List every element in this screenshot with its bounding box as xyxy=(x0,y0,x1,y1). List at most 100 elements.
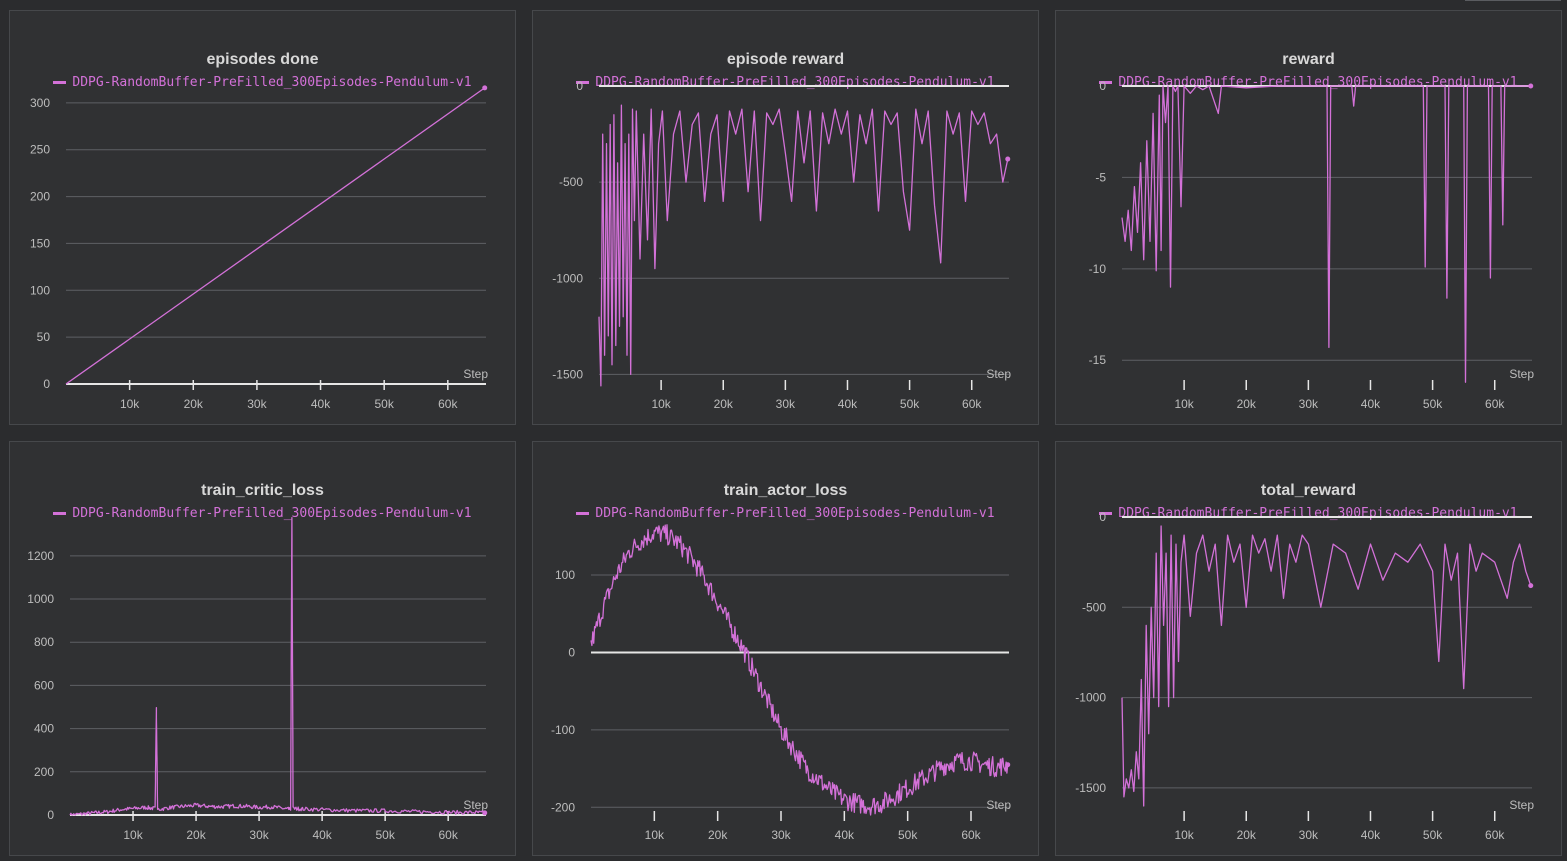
chart-plot[interactable]: 0 -500 -1000 -1500 10k 20k 30k 40k 50k 60k Step xyxy=(1056,442,1563,857)
x-axis-label: Step xyxy=(463,367,488,381)
series-endpoint xyxy=(1005,762,1011,768)
y-tick-label: -1500 xyxy=(552,367,583,381)
x-tick-label: 20k xyxy=(708,828,728,842)
y-tick-label: -100 xyxy=(551,723,575,737)
legend-label: DDPG-RandomBuffer-PreFilled_300Episodes-… xyxy=(72,75,472,90)
x-axis-label: Step xyxy=(986,367,1011,381)
x-tick-label: 60k xyxy=(962,397,982,411)
y-tick-label: 600 xyxy=(34,678,54,692)
legend-label: DDPG-RandomBuffer-PreFilled_300Episodes-… xyxy=(72,506,472,521)
chart-panel-total-reward: total_reward DDPG-RandomBuffer-PreFilled… xyxy=(1055,441,1562,856)
series-endpoint xyxy=(482,810,488,816)
x-tick-label: 30k xyxy=(247,397,267,411)
y-tick-label: 1200 xyxy=(27,549,54,563)
y-tick-label: -500 xyxy=(559,175,583,189)
x-axis-label: Step xyxy=(986,798,1011,812)
y-tick-label: 100 xyxy=(30,283,50,297)
y-tick-label: 200 xyxy=(34,765,54,779)
x-tick-label: 10k xyxy=(651,397,671,411)
x-tick-label: 20k xyxy=(714,397,734,411)
y-tick-label: 400 xyxy=(34,722,54,736)
y-tick-label: 150 xyxy=(30,236,50,250)
series-line xyxy=(590,524,1009,816)
y-tick-label: 800 xyxy=(34,635,54,649)
chart-title: train_actor_loss xyxy=(723,482,848,499)
chart-title: train_critic_loss xyxy=(201,482,324,499)
x-tick-label: 60k xyxy=(1485,397,1505,411)
y-tick-label: 250 xyxy=(30,143,50,157)
x-axis-label: Step xyxy=(1509,367,1534,381)
chart-title: total_reward xyxy=(1260,482,1357,499)
y-tick-label: -10 xyxy=(1089,262,1107,276)
chart-plot[interactable]: 0 200 400 600 800 1000 1200 10k 20k 30k 40k 50k 60k S… xyxy=(10,442,517,857)
chart-panel-episodes-done: episodes done DDPG-RandomBuffer-PreFille… xyxy=(9,10,516,425)
x-tick-label: 20k xyxy=(1237,397,1257,411)
x-tick-label: 20k xyxy=(184,397,204,411)
x-tick-label: 20k xyxy=(1237,828,1257,842)
chart-title: episode reward xyxy=(726,51,845,68)
x-tick-label: 60k xyxy=(961,828,981,842)
y-tick-label: 0 xyxy=(47,808,54,822)
chart-plot[interactable]: 0 -500 -1000 -1500 10k 20k 30k 40k 50k 60k Step xyxy=(533,11,1040,426)
chart-legend[interactable]: DDPG-RandomBuffer-PreFilled_300Episodes-… xyxy=(533,506,1038,521)
chart-plot[interactable]: 0 50 100 150 200 250 300 10k 20k 30k 40k 50k 60k Step xyxy=(10,11,517,426)
chart-panel-reward: reward DDPG-RandomBuffer-PreFilled_300Ep… xyxy=(1055,10,1562,425)
y-tick-label: -15 xyxy=(1089,353,1107,367)
x-tick-label: 50k xyxy=(898,828,918,842)
series-endpoint xyxy=(1528,83,1534,89)
x-tick-label: 30k xyxy=(1299,397,1319,411)
x-tick-label: 50k xyxy=(1423,828,1443,842)
y-tick-label: -200 xyxy=(551,800,575,814)
series-line xyxy=(69,516,486,816)
x-tick-label: 40k xyxy=(838,397,858,411)
legend-swatch xyxy=(576,81,590,84)
x-tick-label: 10k xyxy=(123,828,143,842)
y-tick-label: 300 xyxy=(30,96,50,110)
chart-plot[interactable]: 0 -5 -10 -15 10k 20k 30k 40k 50k 60k Step xyxy=(1056,11,1563,426)
chart-panel-train-critic-loss: train_critic_loss DDPG-RandomBuffer-PreF… xyxy=(9,441,516,856)
window-tab-edge xyxy=(1465,0,1561,1)
series-line xyxy=(1121,525,1532,807)
x-tick-label: 10k xyxy=(1174,397,1194,411)
x-tick-label: 50k xyxy=(375,828,395,842)
chart-legend[interactable]: DDPG-RandomBuffer-PreFilled_300Episodes-… xyxy=(10,506,515,521)
x-tick-label: 40k xyxy=(312,828,332,842)
x-tick-label: 30k xyxy=(776,397,796,411)
legend-swatch xyxy=(1099,81,1113,84)
x-tick-label: 50k xyxy=(375,397,395,411)
y-tick-label: 0 xyxy=(576,79,583,93)
x-tick-label: 10k xyxy=(645,828,665,842)
chart-panel-episode-reward: episode reward DDPG-RandomBuffer-PreFill… xyxy=(532,10,1039,425)
legend-swatch xyxy=(576,512,590,515)
x-tick-label: 60k xyxy=(1485,828,1505,842)
x-axis-label: Step xyxy=(463,798,488,812)
series-endpoint xyxy=(482,85,488,91)
x-tick-label: 40k xyxy=(835,828,855,842)
y-tick-label: -1000 xyxy=(1075,691,1106,705)
series-line xyxy=(598,104,1009,387)
y-tick-label: -1500 xyxy=(1075,781,1106,795)
chart-panel-train-actor-loss: train_actor_loss DDPG-RandomBuffer-PreFi… xyxy=(532,441,1039,856)
legend-swatch xyxy=(1099,512,1113,515)
y-tick-label: 0 xyxy=(1099,510,1106,524)
x-tick-label: 30k xyxy=(249,828,269,842)
series-line xyxy=(65,87,486,385)
chart-plot[interactable]: 100 0 -100 -200 10k 20k 30k 40k 50k 60k Step xyxy=(533,442,1040,857)
legend-swatch xyxy=(53,81,67,84)
y-tick-label: -500 xyxy=(1082,600,1106,614)
legend-swatch xyxy=(53,512,67,515)
x-tick-label: 60k xyxy=(439,828,459,842)
series-line xyxy=(1121,85,1531,383)
x-tick-label: 40k xyxy=(311,397,331,411)
series-endpoint xyxy=(1528,583,1534,589)
chart-legend[interactable]: DDPG-RandomBuffer-PreFilled_300Episodes-… xyxy=(10,75,515,90)
y-tick-label: -1000 xyxy=(552,271,583,285)
y-tick-label: 100 xyxy=(555,568,575,582)
y-tick-label: 0 xyxy=(568,645,575,659)
legend-label: DDPG-RandomBuffer-PreFilled_300Episodes-… xyxy=(595,506,995,521)
chart-title: episodes done xyxy=(206,51,319,68)
chart-title: reward xyxy=(1282,51,1335,68)
x-tick-label: 20k xyxy=(186,828,206,842)
series-endpoint xyxy=(1005,156,1011,162)
x-tick-label: 50k xyxy=(900,397,920,411)
